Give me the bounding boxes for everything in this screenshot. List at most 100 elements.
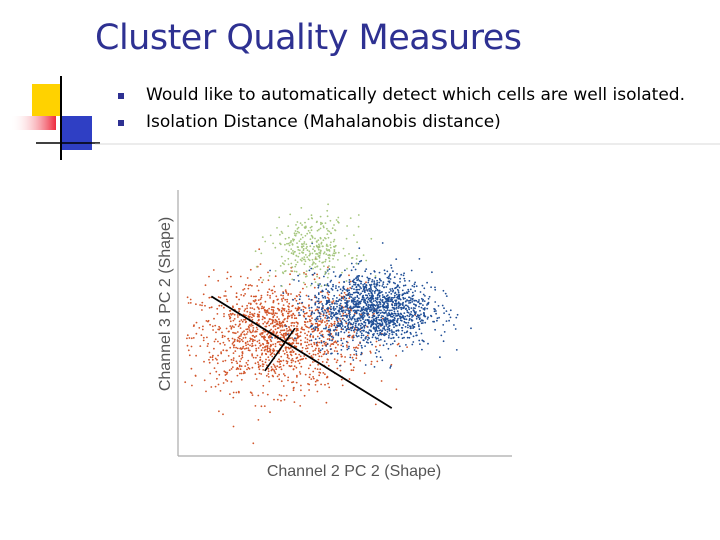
- scatter-point: [320, 383, 322, 386]
- scatter-point: [305, 312, 308, 315]
- scatter-point: [296, 242, 298, 244]
- scatter-point: [392, 290, 394, 293]
- scatter-point: [214, 338, 217, 341]
- scatter-point: [273, 365, 276, 367]
- scatter-point: [323, 312, 325, 314]
- scatter-point: [350, 296, 353, 298]
- scatter-point: [337, 332, 340, 334]
- scatter-point: [291, 243, 294, 245]
- scatter-point: [420, 313, 422, 316]
- scatter-point: [265, 374, 268, 377]
- scatter-point: [336, 312, 339, 315]
- scatter-point: [264, 317, 266, 320]
- scatter-point: [240, 372, 243, 375]
- scatter-point: [375, 301, 378, 303]
- scatter-point: [391, 312, 394, 315]
- scatter-point: [308, 383, 311, 386]
- scatter-point: [346, 225, 348, 227]
- scatter-point: [205, 390, 207, 393]
- scatter-point: [308, 389, 310, 391]
- scatter-point: [398, 345, 401, 348]
- scatter-point: [260, 296, 263, 299]
- scatter-point: [401, 303, 404, 305]
- decorative-corner-graphic: [10, 76, 720, 160]
- scatter-point: [308, 339, 311, 342]
- scatter-point: [274, 325, 277, 327]
- scatter-point: [278, 318, 280, 321]
- scatter-point: [257, 299, 260, 301]
- scatter-point: [300, 331, 302, 334]
- scatter-point: [306, 320, 309, 323]
- scatter-point: [341, 296, 343, 299]
- scatter-point: [346, 325, 349, 327]
- scatter-point: [395, 324, 398, 327]
- scatter-point: [310, 267, 313, 270]
- scatter-point: [226, 271, 229, 274]
- scatter-point: [198, 327, 201, 329]
- scatter-point: [274, 328, 277, 331]
- scatter-point: [236, 314, 239, 316]
- scatter-point: [251, 354, 254, 357]
- scatter-point: [367, 307, 370, 310]
- scatter-point: [251, 313, 253, 315]
- scatter-point: [317, 286, 320, 289]
- scatter-point: [362, 308, 365, 311]
- scatter-point: [325, 248, 328, 250]
- scatter-point: [306, 338, 309, 341]
- scatter-point: [395, 334, 398, 336]
- scatter-point: [223, 370, 226, 373]
- scatter-point: [340, 330, 342, 333]
- scatter-point: [251, 394, 254, 396]
- scatter-point: [406, 346, 408, 348]
- scatter-point: [436, 317, 439, 320]
- scatter-point: [288, 310, 291, 313]
- scatter-point: [394, 312, 397, 315]
- scatter-point: [244, 341, 247, 344]
- scatter-point: [299, 355, 302, 358]
- scatter-point: [414, 312, 417, 315]
- scatter-point: [302, 281, 305, 284]
- scatter-point: [232, 357, 235, 359]
- scatter-point: [332, 306, 335, 308]
- scatter-point: [436, 319, 438, 322]
- scatter-point: [305, 344, 308, 347]
- bullet-text: Would like to automatically detect which…: [146, 85, 686, 105]
- scatter-point: [286, 242, 288, 245]
- scatter-point: [288, 326, 290, 328]
- scatter-point: [327, 350, 330, 353]
- scatter-point: [243, 310, 246, 312]
- scatter-point: [276, 341, 279, 343]
- scatter-point: [398, 286, 401, 289]
- scatter-point: [293, 365, 296, 368]
- scatter-point: [354, 311, 356, 314]
- scatter-point: [365, 286, 368, 289]
- scatter-point: [353, 331, 356, 333]
- scatter-point: [251, 353, 253, 356]
- scatter-point: [321, 335, 324, 337]
- scatter-point: [319, 368, 322, 371]
- scatter-point: [267, 312, 270, 314]
- scatter-point: [388, 300, 390, 303]
- scatter-point: [312, 361, 314, 363]
- scatter-point: [280, 294, 282, 297]
- scatter-point: [413, 323, 416, 326]
- scatter-point: [358, 301, 360, 304]
- scatter-point: [306, 256, 309, 259]
- scatter-point: [360, 259, 363, 262]
- scatter-point: [418, 258, 421, 260]
- scatter-point: [269, 336, 271, 339]
- scatter-point: [294, 259, 297, 262]
- scatter-point: [344, 299, 346, 301]
- scatter-point: [195, 332, 198, 335]
- scatter-point: [276, 320, 278, 323]
- scatter-point: [352, 309, 355, 312]
- scatter-point: [349, 356, 352, 359]
- scatter-point: [295, 299, 298, 302]
- scatter-point: [227, 330, 230, 333]
- scatter-point: [288, 357, 290, 360]
- scatter-point: [195, 321, 198, 324]
- scatter-point: [317, 349, 320, 352]
- scatter-point: [303, 312, 306, 315]
- scatter-point: [374, 299, 377, 302]
- scatter-point: [377, 334, 380, 337]
